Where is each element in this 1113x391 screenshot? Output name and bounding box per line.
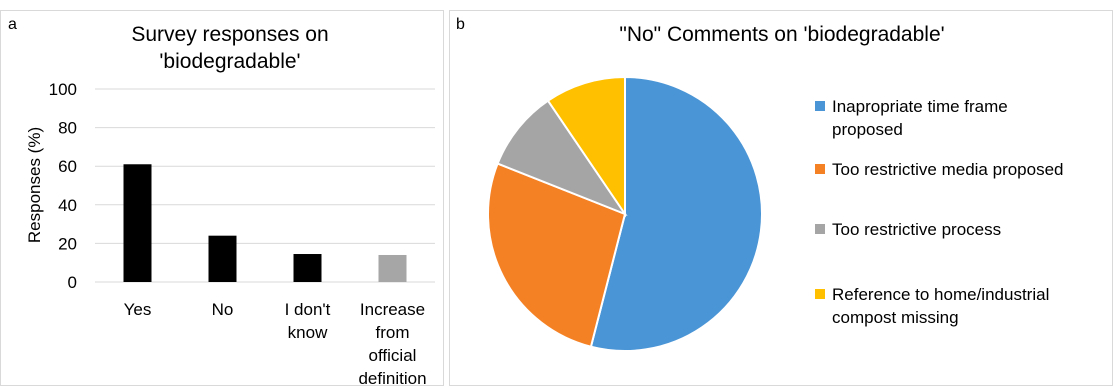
legend-swatch bbox=[815, 224, 825, 234]
bar bbox=[208, 235, 237, 282]
legend-label: Reference to home/industrial bbox=[832, 285, 1049, 304]
x-tick-label: I don't bbox=[285, 300, 331, 319]
y-axis-label: Responses (%) bbox=[25, 127, 44, 243]
bar-chart-title-line-1: Survey responses on bbox=[131, 23, 328, 46]
panel-label-b: b bbox=[456, 16, 465, 33]
legend-label: compost missing bbox=[832, 308, 959, 327]
x-tick-label: official bbox=[369, 346, 417, 365]
legend-swatch bbox=[815, 101, 825, 111]
y-tick-label: 100 bbox=[49, 80, 77, 99]
bar bbox=[378, 254, 407, 282]
legend-label: Too restrictive media proposed bbox=[832, 160, 1064, 179]
bar-chart-title-line-2: 'biodegradable' bbox=[159, 50, 300, 73]
y-tick-label: 0 bbox=[68, 273, 77, 292]
legend-label: proposed bbox=[832, 120, 903, 139]
y-tick-label: 60 bbox=[58, 157, 77, 176]
x-tick-label: Yes bbox=[124, 300, 152, 319]
legend-swatch bbox=[815, 164, 825, 174]
x-tick-label: from bbox=[376, 323, 410, 342]
y-tick-label: 40 bbox=[58, 196, 77, 215]
x-tick-label: Increase bbox=[360, 300, 425, 319]
x-tick-label: definition bbox=[358, 369, 426, 386]
bar-chart: Survey responses on 'biodegradable' Resp… bbox=[25, 23, 435, 388]
y-tick-label: 80 bbox=[58, 119, 77, 138]
panel-label-a: a bbox=[8, 16, 17, 33]
bar bbox=[123, 164, 152, 282]
bar bbox=[293, 254, 322, 282]
x-tick-label: No bbox=[212, 300, 234, 319]
legend-label: Too restrictive process bbox=[832, 220, 1001, 239]
pie-slice bbox=[589, 75, 763, 352]
pie-chart: "No" Comments on 'biodegradable' Inaprop… bbox=[487, 23, 1064, 352]
legend-label: Inapropriate time frame bbox=[832, 97, 1008, 116]
x-tick-label: know bbox=[288, 323, 328, 342]
pie-slice bbox=[487, 162, 627, 348]
pie-slice bbox=[496, 99, 628, 217]
pie-slice bbox=[546, 75, 626, 218]
y-tick-label: 20 bbox=[58, 234, 77, 253]
legend-swatch bbox=[815, 289, 825, 299]
pie-chart-title: "No" Comments on 'biodegradable' bbox=[619, 23, 944, 46]
